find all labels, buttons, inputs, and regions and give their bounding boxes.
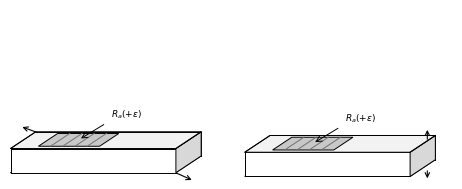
Polygon shape [11, 156, 201, 173]
Polygon shape [38, 133, 119, 146]
Polygon shape [11, 149, 176, 173]
Polygon shape [273, 137, 353, 150]
Text: $R_a(+\varepsilon)$: $R_a(+\varepsilon)$ [345, 112, 376, 125]
Polygon shape [245, 136, 435, 152]
Polygon shape [245, 160, 435, 177]
Text: $R_a(+\varepsilon)$: $R_a(+\varepsilon)$ [111, 109, 142, 121]
Polygon shape [245, 152, 410, 177]
Polygon shape [11, 132, 201, 149]
Polygon shape [176, 132, 201, 173]
Polygon shape [410, 136, 435, 177]
